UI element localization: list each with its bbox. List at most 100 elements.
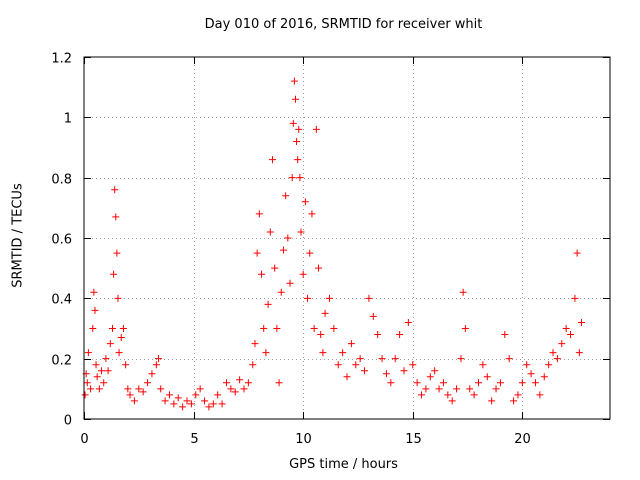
data-point [111,186,119,194]
data-point [453,385,461,393]
data-point [110,270,118,278]
data-point [573,249,581,257]
data-point [325,294,333,302]
data-point [273,325,281,332]
data-point [268,156,276,164]
data-point [470,391,478,399]
data-point [201,397,209,405]
data-point [124,385,132,393]
x-tick-label: 0 [80,432,88,447]
data-point [157,385,165,393]
data-point [523,361,531,369]
data-point [510,397,518,405]
data-point [496,379,504,387]
data-point [89,325,97,332]
data-point [514,391,522,399]
data-point [91,306,99,314]
data-point [174,394,182,402]
data-point [251,340,259,348]
y-tick-label: 0 [64,414,72,429]
plot-frame [83,56,611,420]
data-point [90,288,98,296]
data-point [214,391,222,399]
data-point [334,361,342,369]
data-point [266,228,274,236]
data-point [148,370,156,378]
data-point [288,174,296,182]
data-point [330,325,338,332]
data-point [426,373,434,381]
data-point [255,210,263,218]
data-point [461,325,469,332]
data-point [92,361,100,369]
data-point [400,367,408,375]
data-point [236,376,244,384]
data-point [112,213,120,221]
data-point [343,373,351,381]
data-point [260,325,268,332]
data-point [479,361,487,369]
data-point [387,379,395,387]
data-point [578,318,586,326]
data-point [545,361,553,369]
data-point [422,385,430,393]
data-point [531,379,539,387]
data-point [161,397,169,405]
data-point [374,331,382,339]
data-point [271,264,279,272]
data-point [540,373,548,381]
data-point [409,361,417,369]
x-tick-label: 5 [190,432,198,447]
y-tick-label: 1 [64,112,72,127]
data-point [286,279,294,287]
data-point [527,370,535,378]
data-point [253,249,261,257]
x-tick-label: 20 [514,432,531,447]
y-tick-label: 1.2 [51,52,72,67]
data-point [435,385,443,393]
data-point [448,397,456,405]
data-point [222,379,230,387]
data-point [439,379,447,387]
data-point [290,77,298,85]
data-point [106,340,114,348]
x-tick-label: 15 [405,432,422,447]
data-point [352,361,360,369]
data-point [187,400,195,408]
data-point [553,355,561,363]
data-point [413,379,421,387]
data-point [361,367,369,375]
data-point [466,385,474,393]
data-point [240,385,248,393]
data-point [289,119,297,127]
data-point [87,385,95,393]
data-point [192,391,200,399]
data-point [382,370,390,378]
data-point [391,355,399,363]
data-point [183,397,191,405]
data-point [227,385,235,393]
data-point [378,355,386,363]
data-point [135,385,143,393]
data-point [84,349,92,357]
data-point [170,400,178,408]
data-point [139,388,147,396]
data-point [284,234,292,242]
data-point [258,270,266,278]
data-point [457,355,465,363]
data-point [218,400,226,408]
data-point [117,334,125,342]
data-point [244,379,252,387]
data-point [567,331,575,339]
data-point [404,318,412,326]
data-point [293,137,301,145]
data-point [396,331,404,339]
data-point [356,355,364,363]
data-point [575,349,583,357]
data-point [536,391,544,399]
data-point [205,403,213,411]
y-tick-label: 0.8 [51,173,72,188]
data-point [119,325,127,332]
data-point [296,174,304,182]
chart-title: Day 010 of 2016, SRMTID for receiver whi… [204,17,483,32]
